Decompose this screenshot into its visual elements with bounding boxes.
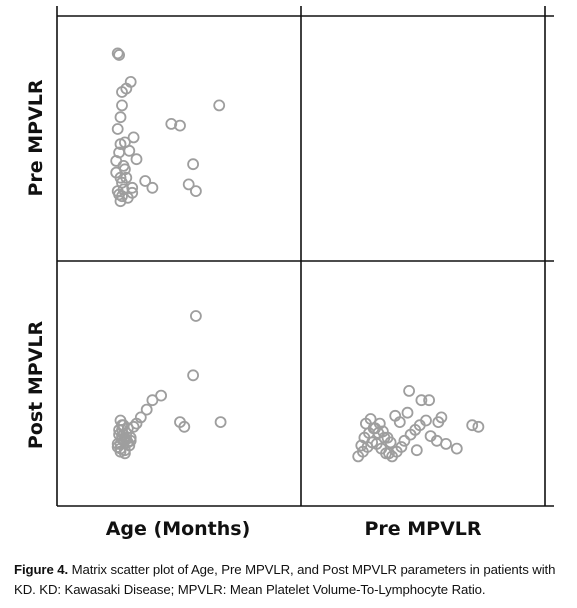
scatter-point (189, 185, 202, 198)
scatter-point (126, 186, 139, 199)
scatter-point (139, 175, 152, 187)
scatter-point (113, 49, 125, 61)
scatter-point (111, 47, 124, 60)
scatter-point (130, 153, 143, 166)
scatter-point (466, 419, 479, 432)
scatter-point (127, 131, 140, 144)
scatter-point (178, 420, 191, 433)
row-label-pre-mpvlr: Pre MPVLR (25, 79, 47, 196)
col-label-pre-mpvlr: Pre MPVLR (364, 518, 481, 540)
scatter-point (364, 413, 377, 425)
row-label-post-mpvlr: Post MPVLR (25, 321, 47, 450)
scatter-points (110, 47, 485, 463)
col-label-age-months: Age (Months) (106, 518, 251, 540)
scatter-point (140, 403, 153, 416)
scatter-point (423, 394, 436, 407)
scatter-point (393, 416, 406, 429)
scatter-point (410, 444, 423, 457)
scatter-point (119, 447, 131, 460)
scatter-point (165, 118, 178, 130)
scatter-point (182, 178, 195, 191)
caption-text: Matrix scatter plot of Age, Pre MPVLR, a… (14, 562, 556, 597)
scatter-point (450, 442, 463, 455)
scatter-point (146, 181, 159, 194)
scatter-point (116, 99, 128, 112)
figure-caption: Figure 4. Matrix scatter plot of Age, Pr… (14, 560, 570, 600)
scatter-point (432, 416, 445, 429)
scatter-point (213, 99, 226, 112)
scatter-point (116, 430, 128, 443)
scatter-point (355, 439, 368, 452)
scatter-point (403, 384, 416, 397)
scatter-point (415, 394, 428, 407)
scatter-point (134, 411, 147, 424)
scatter-point (187, 369, 200, 382)
scatter-point (116, 190, 128, 203)
matrix-frame (56, 6, 554, 507)
scatter-point (472, 420, 485, 433)
scatter-point (114, 195, 127, 208)
scatter-point (114, 171, 127, 184)
scatter-point (189, 310, 202, 322)
scatter-point (398, 434, 411, 447)
scatter-point (126, 181, 139, 194)
scatter-point (420, 414, 432, 427)
scatter-point (114, 111, 127, 124)
scatter-point (214, 416, 227, 429)
scatter-point (383, 447, 395, 460)
scatter-point (187, 158, 200, 171)
scatter-point (401, 406, 414, 419)
scatter-point (155, 389, 168, 402)
scatter-point (395, 441, 408, 453)
caption-label: Figure 4. (14, 562, 69, 577)
scatter-point (174, 119, 186, 132)
scatter-point (111, 123, 124, 135)
scatter-point (116, 86, 128, 98)
scatter-point (121, 422, 134, 435)
scatter-point (124, 434, 137, 447)
scatter-matrix-figure: Pre MPVLR Post MPVLR Age (Months) Pre MP… (25, 6, 554, 540)
scatter-point (146, 394, 159, 407)
scatter-point (440, 437, 452, 450)
scatter-point (123, 144, 136, 157)
